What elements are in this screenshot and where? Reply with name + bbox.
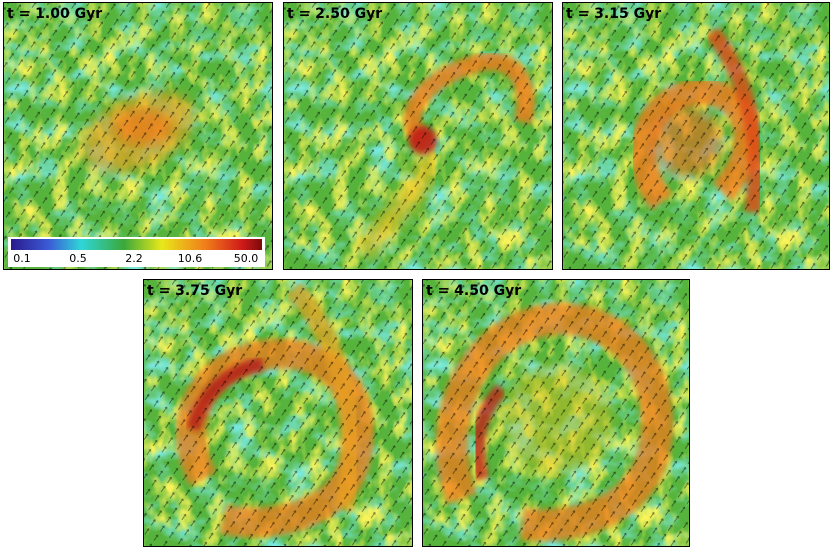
colorbar-tick-label: 0.5	[69, 252, 87, 265]
panel: t = 3.75 Gyr	[143, 279, 413, 547]
colorbar-tick-label: 2.2	[125, 252, 143, 265]
panel: t = 1.00 Gyr	[3, 2, 273, 270]
colorbar-tick-label: 10.6	[178, 252, 203, 265]
panel-label: t = 3.15 Gyr	[566, 6, 661, 22]
colorbar-tick-label: 50.0	[234, 252, 259, 265]
panel-label: t = 3.75 Gyr	[147, 283, 242, 299]
colorbar-tick-label: 0.1	[13, 252, 31, 265]
panel-label: t = 1.00 Gyr	[7, 6, 102, 22]
panel: t = 2.50 Gyr	[283, 2, 553, 270]
colorbar-ticks: 0.1 0.5 2.2 10.6 50.0	[13, 252, 258, 265]
panel-label: t = 2.50 Gyr	[287, 6, 382, 22]
panel: t = 3.15 Gyr	[562, 2, 830, 270]
colorbar	[11, 239, 262, 250]
frames	[3, 2, 830, 547]
panel: t = 4.50 Gyr	[422, 279, 690, 547]
panel-label: t = 4.50 Gyr	[426, 283, 521, 299]
